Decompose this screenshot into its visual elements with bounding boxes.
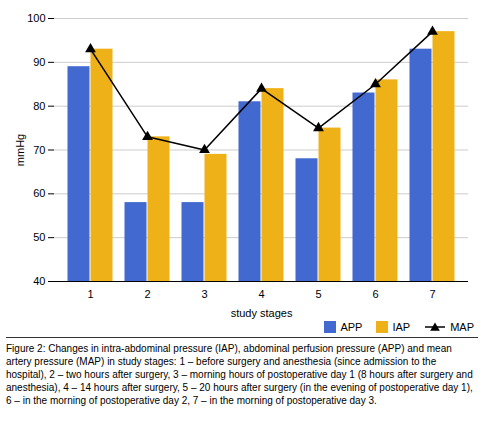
svg-text:5: 5 xyxy=(315,288,321,300)
html-text:Figure 2: Changes in intra-abd: Figure 2: Changes in intra-abdominal pre… xyxy=(6,343,473,406)
svg-text:1: 1 xyxy=(87,288,93,300)
svg-text:4: 4 xyxy=(258,288,264,300)
svg-text:50: 50 xyxy=(33,231,45,243)
svg-text:study stages: study stages xyxy=(231,307,293,319)
html-text:IAP: IAP xyxy=(392,321,411,333)
svg-text:3: 3 xyxy=(201,288,207,300)
svg-text:70: 70 xyxy=(33,144,45,156)
svg-text:40: 40 xyxy=(33,275,45,287)
svg-text:80: 80 xyxy=(33,100,45,112)
svg-text:6: 6 xyxy=(372,288,378,300)
svg-text:mmHg: mmHg xyxy=(14,134,26,166)
html-text:MAP: MAP xyxy=(450,321,474,333)
svg-text:90: 90 xyxy=(33,56,45,68)
svg-text:2: 2 xyxy=(144,288,150,300)
svg-text:7: 7 xyxy=(429,288,435,300)
svg-text:100: 100 xyxy=(27,12,45,24)
svg-text:60: 60 xyxy=(33,187,45,199)
html-text:APP: APP xyxy=(340,321,363,333)
